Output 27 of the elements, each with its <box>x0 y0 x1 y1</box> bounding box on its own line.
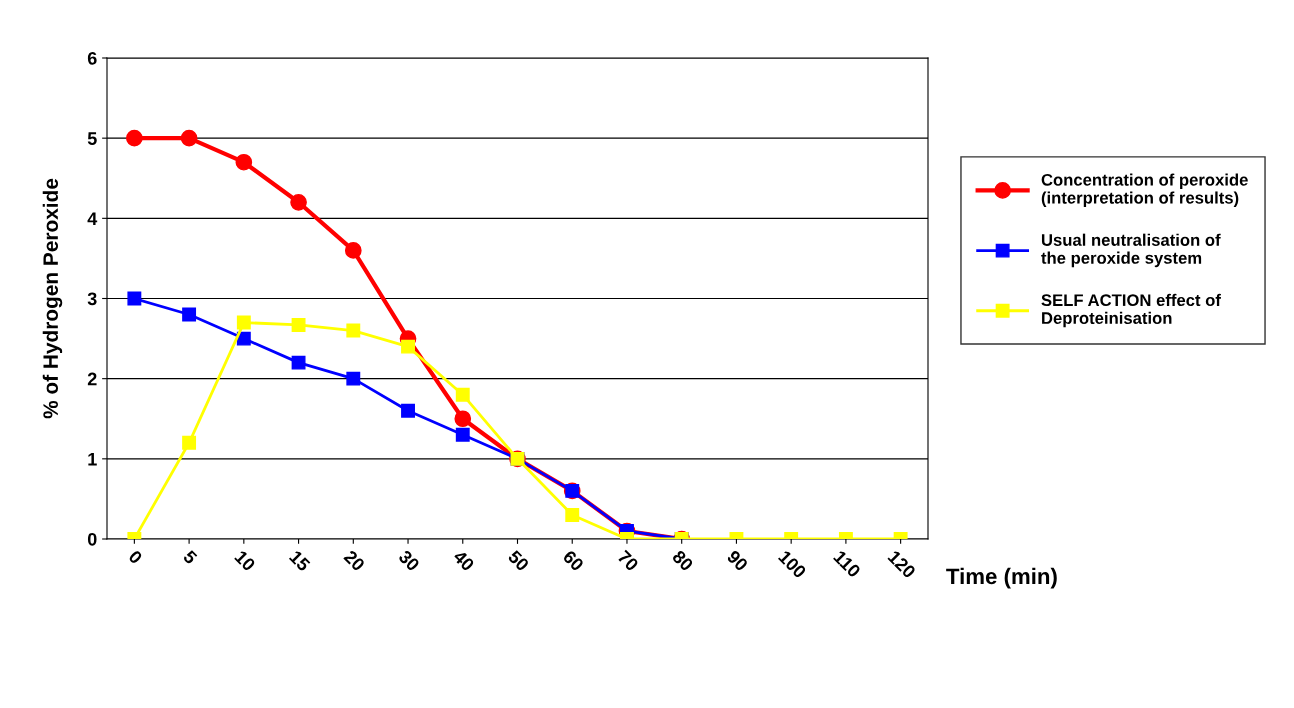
x-tick-label: 0 <box>127 549 144 565</box>
x-tick-label: 90 <box>726 549 749 572</box>
x-tick-label: 120 <box>887 549 917 579</box>
x-axis-title: Time (min) <box>946 567 1057 589</box>
y-tick-label: 1 <box>88 452 97 466</box>
y-tick-label: 6 <box>87 51 97 65</box>
x-tick-label: 110 <box>832 549 862 579</box>
y-tick-label: 4 <box>87 212 98 225</box>
x-tick-label: 60 <box>562 549 585 572</box>
x-tick-label: 70 <box>616 549 640 572</box>
y-tick-label: 2 <box>87 372 97 386</box>
x-tick-label: 10 <box>234 549 257 572</box>
x-tick-label: 15 <box>288 549 311 572</box>
x-tick-label: 30 <box>397 549 421 572</box>
x-tick-label: 50 <box>507 549 530 572</box>
legend-label: SELF ACTION effect of Deproteinisation <box>1041 293 1221 328</box>
x-tick-label: 80 <box>671 549 694 572</box>
x-tick-label: 100 <box>777 549 807 579</box>
y-tick-label: 5 <box>87 132 97 145</box>
x-tick-label: 20 <box>343 549 366 572</box>
y-tick-label: 0 <box>87 532 97 546</box>
y-axis-title: % of Hydrogen Peroxide <box>42 178 63 419</box>
legend-label: Usual neutralisation of the peroxide system <box>1041 233 1221 268</box>
x-tick-label: 40 <box>452 549 475 572</box>
x-tick-label: 5 <box>182 549 198 565</box>
legend-label: Concentration of peroxide (interpretation of results) <box>1041 173 1248 207</box>
y-tick-label: 3 <box>87 292 97 306</box>
